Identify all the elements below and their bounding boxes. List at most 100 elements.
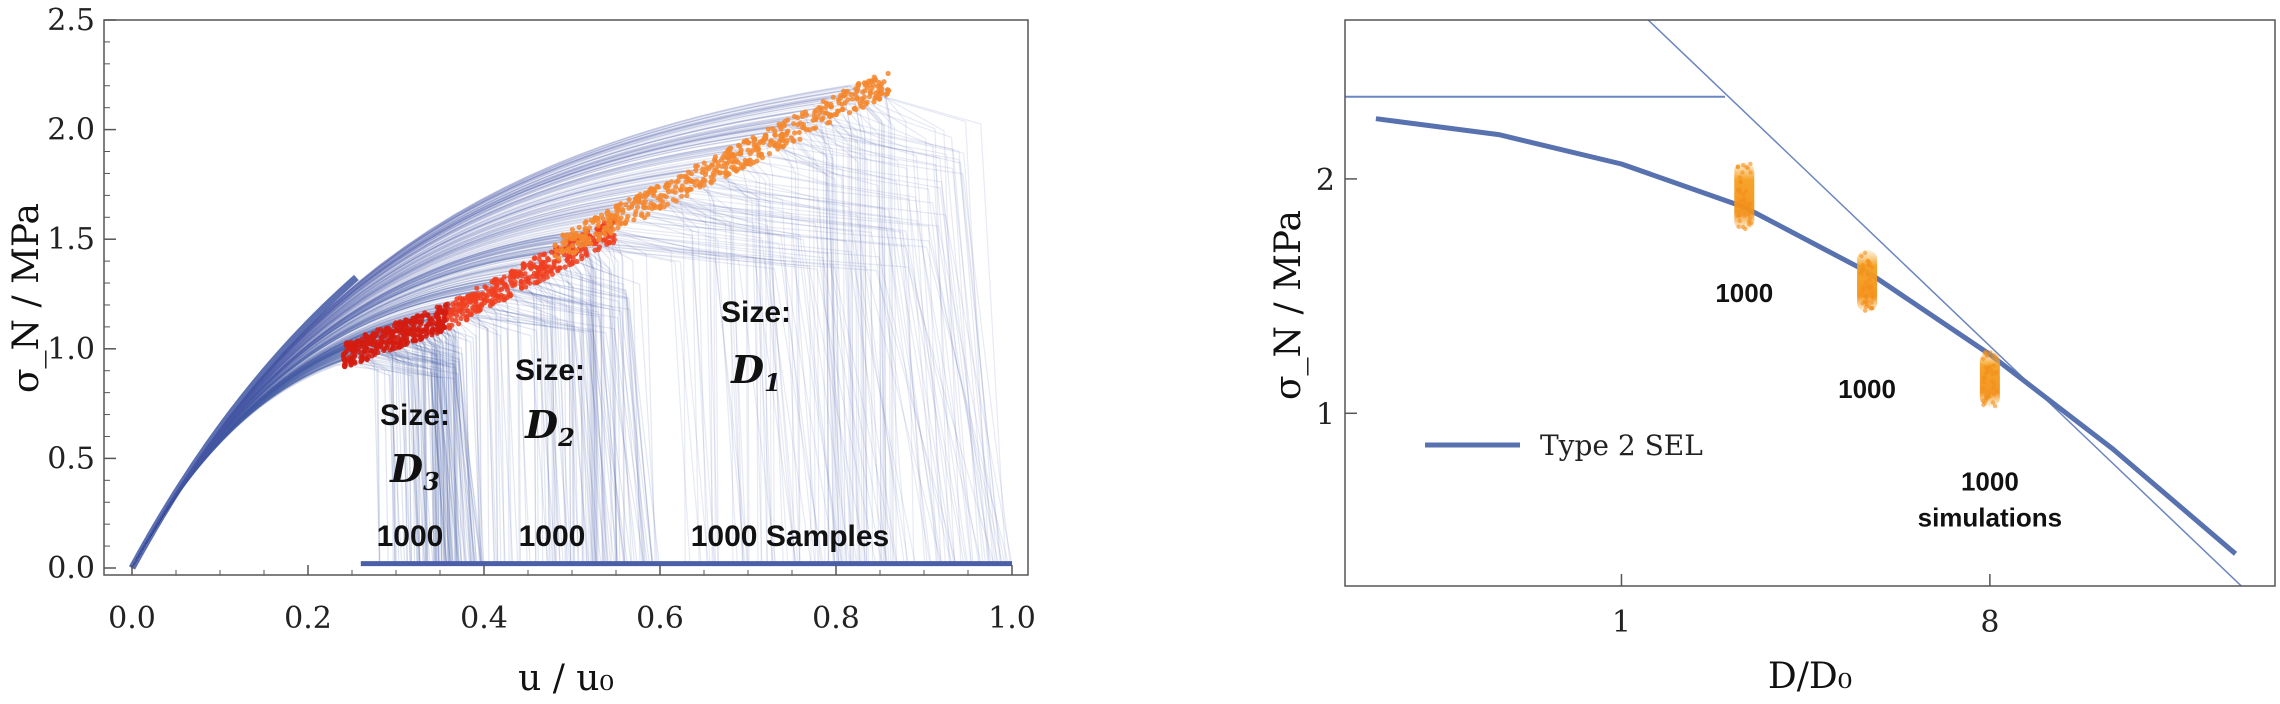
load-displacement-curve	[131, 167, 1012, 569]
load-displacement-curve	[131, 267, 1012, 569]
left-peak-points	[340, 70, 892, 370]
left-x-tick-label: 0.6	[636, 601, 684, 636]
load-displacement-curve	[131, 182, 1012, 569]
peak-point	[423, 333, 429, 339]
load-displacement-curve	[131, 231, 1012, 569]
peak-point	[739, 165, 745, 171]
peak-point	[856, 80, 862, 87]
peak-point	[751, 136, 758, 142]
load-displacement-curve	[131, 289, 1012, 569]
peak-point	[873, 90, 879, 96]
peak-point	[745, 140, 751, 146]
load-displacement-curve	[131, 172, 1012, 569]
load-displacement-curve	[131, 144, 1012, 569]
simulation-point	[1743, 188, 1749, 194]
load-displacement-curve	[131, 149, 1012, 569]
peak-point	[836, 100, 842, 106]
simulation-point	[1980, 386, 1986, 391]
peak-point	[347, 359, 353, 365]
load-displacement-curve	[131, 263, 1012, 569]
peak-point	[441, 311, 447, 317]
left-curves	[128, 79, 1013, 570]
peak-point	[820, 115, 826, 121]
simulation-point	[1983, 365, 1989, 370]
peak-point	[645, 211, 651, 217]
load-displacement-curve	[131, 342, 1012, 569]
load-displacement-curve	[131, 242, 1012, 569]
load-displacement-curve	[131, 146, 1012, 569]
peak-point	[800, 121, 807, 128]
left-chart: 0.0 0.2 0.4 0.6 0.8 1.0 0.0 0.5 1.0 1.5 2.0 2.5 u …	[6, 3, 1036, 699]
loading-envelope	[128, 274, 359, 570]
peak-point	[477, 295, 483, 301]
peak-point	[412, 337, 418, 343]
load-displacement-curve	[131, 279, 1012, 569]
load-displacement-curve	[131, 278, 1012, 569]
load-displacement-curve	[131, 92, 1012, 569]
load-displacement-curve	[131, 94, 1012, 569]
peak-point	[875, 83, 881, 89]
simulation-point	[1736, 224, 1741, 229]
simulation-point	[1865, 284, 1870, 289]
load-displacement-curve	[131, 210, 1012, 569]
load-displacement-curve	[131, 304, 1012, 569]
load-displacement-curve	[131, 123, 1012, 569]
left-y-tick-label: 1.0	[47, 332, 95, 367]
load-displacement-curve	[131, 140, 1012, 569]
load-displacement-curve	[131, 103, 1012, 569]
peak-point	[726, 171, 732, 177]
peak-point	[606, 227, 612, 233]
load-displacement-curve	[131, 296, 1012, 569]
peak-point	[773, 141, 779, 147]
peak-point	[741, 139, 747, 145]
load-displacement-curve	[131, 131, 1012, 569]
load-displacement-curve	[131, 115, 1012, 569]
load-displacement-curve	[131, 169, 1012, 569]
simulation-point	[1748, 161, 1753, 166]
peak-point	[360, 356, 366, 362]
peak-point	[796, 129, 802, 135]
peak-point	[456, 321, 462, 327]
right-x-tick-label: 1	[1612, 605, 1631, 640]
load-displacement-curve	[131, 216, 1012, 569]
peak-point	[861, 94, 868, 100]
peak-point	[590, 235, 596, 241]
peak-point	[597, 244, 603, 250]
load-displacement-curve	[131, 171, 1012, 569]
peak-point	[482, 284, 488, 290]
left-y-axis-label: σ_N / MPa	[6, 203, 47, 393]
load-displacement-curve	[131, 232, 1012, 569]
load-displacement-curve	[131, 283, 1012, 569]
load-displacement-curve	[131, 135, 1012, 569]
load-displacement-curve	[131, 285, 1012, 569]
load-displacement-curve	[131, 358, 1012, 569]
load-displacement-curve	[131, 202, 1012, 569]
simulation-point	[1735, 165, 1741, 170]
load-displacement-curve	[131, 323, 1012, 569]
load-displacement-curve	[131, 227, 1012, 569]
peak-point	[878, 81, 885, 87]
load-displacement-curve	[131, 290, 1012, 569]
peak-point	[719, 163, 725, 169]
simulation-point	[1868, 306, 1874, 311]
load-displacement-curve	[131, 327, 1012, 569]
peak-point	[519, 273, 525, 279]
peak-point	[785, 128, 791, 134]
load-displacement-curve	[131, 360, 1012, 569]
load-displacement-curve	[131, 253, 1012, 569]
peak-point	[885, 87, 891, 93]
load-displacement-curve	[131, 250, 1012, 569]
load-displacement-curve	[131, 236, 1012, 569]
left-x-axis: 0.0 0.2 0.4 0.6 0.8 1.0	[108, 565, 1036, 636]
load-displacement-curve	[131, 117, 1012, 569]
peak-point	[600, 216, 606, 222]
peak-point	[580, 238, 586, 244]
load-displacement-curve	[131, 125, 1012, 569]
peak-point	[631, 217, 637, 223]
peak-point	[464, 308, 470, 314]
simulation-point	[1738, 203, 1743, 209]
simulation-point	[1863, 304, 1869, 309]
legend-label-type2-sel: Type 2 SEL	[1540, 429, 1703, 462]
peak-point	[435, 327, 441, 333]
